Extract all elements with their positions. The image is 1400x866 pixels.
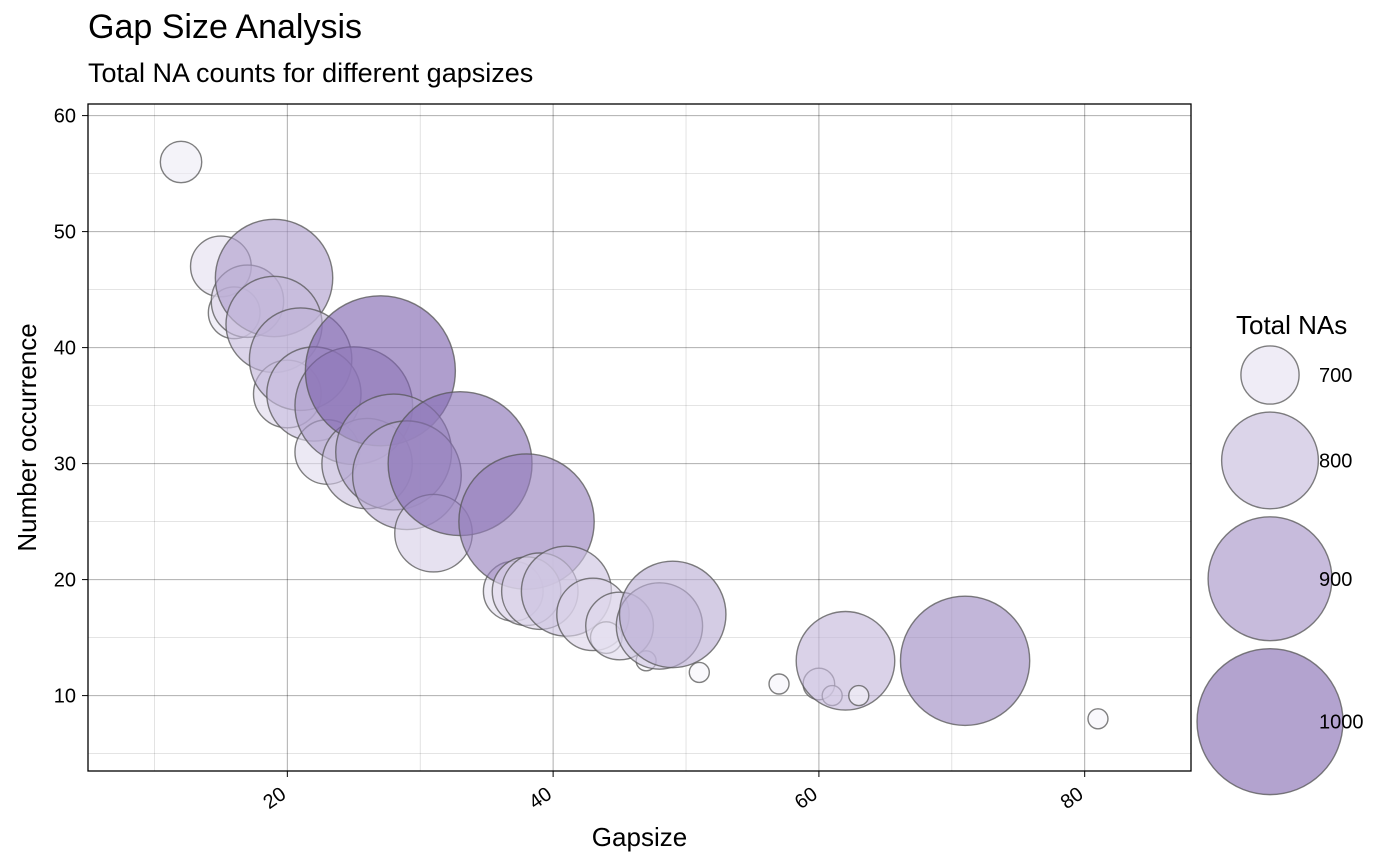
- y-tick-label: 60: [54, 106, 76, 128]
- legend-key-bubble: [1196, 647, 1344, 796]
- bubble-point: [159, 140, 203, 184]
- chart-subtitle: Total NA counts for different gapsizes: [88, 58, 534, 88]
- bubble-point: [1087, 708, 1109, 730]
- y-tick-label: 50: [54, 222, 76, 244]
- x-tick-label: 20: [259, 783, 290, 814]
- x-axis-title: Gapsize: [592, 822, 687, 852]
- bubble-point: [618, 560, 727, 669]
- bubble-point: [848, 684, 870, 707]
- y-axis-ticks: 10 20 30 40 50 60: [54, 106, 88, 708]
- x-tick-label: 40: [525, 783, 556, 814]
- size-legend: Total NAs 700 800 900 1000: [1196, 310, 1364, 796]
- legend-key-label: 900: [1319, 569, 1352, 591]
- y-tick-label: 20: [54, 570, 76, 592]
- y-tick-label: 40: [54, 338, 76, 360]
- x-tick-label: 60: [791, 783, 822, 814]
- bubble-point: [899, 595, 1031, 727]
- y-tick-label: 10: [54, 686, 76, 708]
- chart-title: Gap Size Analysis: [88, 8, 363, 46]
- x-axis-ticks: 20 40 60 80: [259, 771, 1088, 814]
- bubble-layer: [159, 140, 1109, 730]
- legend-title: Total NAs: [1236, 310, 1347, 340]
- legend-key-label: 700: [1319, 365, 1352, 387]
- bubble-point: [795, 610, 896, 711]
- x-tick-label: 80: [1057, 783, 1088, 814]
- legend-key-label: 800: [1319, 450, 1352, 472]
- legend-key-label: 1000: [1319, 712, 1364, 734]
- bubble-point: [688, 661, 711, 684]
- plot-panel-border: [87, 103, 1192, 772]
- legend-key-bubble: [1220, 411, 1320, 510]
- legend-key-bubble: [1240, 345, 1300, 405]
- legend-key-bubble: [1207, 516, 1333, 642]
- y-axis-title: Number occurrence: [12, 323, 42, 551]
- bubble-point: [768, 673, 790, 695]
- y-tick-label: 30: [54, 454, 76, 476]
